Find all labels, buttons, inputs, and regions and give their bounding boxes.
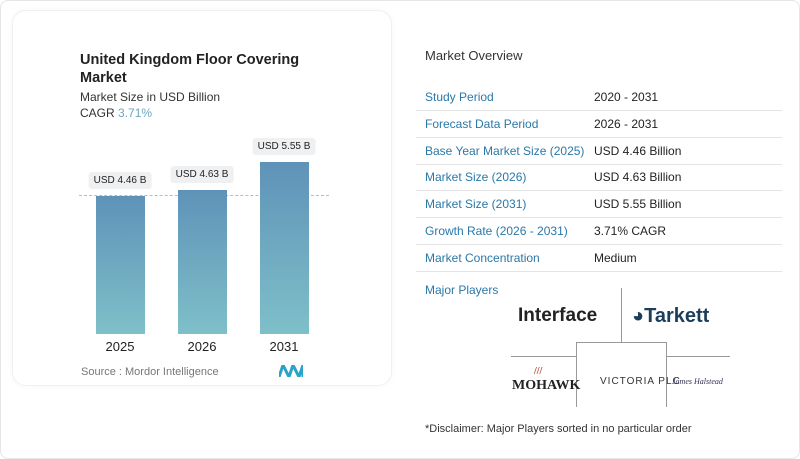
bar-2025 [96, 195, 145, 334]
row-value: 3.71% CAGR [594, 224, 667, 238]
source: Source : Mordor Intelligence [81, 366, 219, 378]
overview-row: Market Size (2031) USD 5.55 Billion [416, 191, 782, 219]
row-label: Market Size (2031) [425, 197, 527, 212]
data-label: USD 5.55 B [252, 137, 316, 155]
mordor-logo-icon [279, 365, 303, 377]
overview-row: Market Concentration Medium [416, 245, 782, 272]
overview-title: Market Overview [425, 48, 523, 63]
logo-james-halstead: James Halstead [672, 377, 723, 386]
overview-row: Study Period 2020 - 2031 [416, 84, 782, 111]
logo-interface: Interface [518, 305, 598, 326]
data-label: USD 4.46 B [88, 171, 152, 189]
chart-subtitle: Market Size in USD Billion [80, 90, 221, 104]
chart-title: United Kingdom Floor Covering Market [80, 52, 300, 86]
tarkett-swirl-icon: ◕ [632, 305, 645, 327]
overview-row: Base Year Market Size (2025) USD 4.46 Bil… [416, 138, 782, 165]
row-value: USD 4.63 Billion [594, 170, 682, 185]
divider [666, 356, 730, 357]
row-label: Market Concentration [425, 250, 540, 265]
x-tick-label: 2026 [187, 339, 217, 354]
overview-row: Market Size (2026) USD 4.63 Billion [416, 164, 782, 192]
major-players-title: Major Players [425, 283, 499, 297]
logo-mohawk: ///MOHAWK [512, 366, 581, 394]
row-value: 2020 - 2031 [594, 90, 659, 104]
row-label: Growth Rate (2026 - 2031) [425, 224, 568, 238]
tarkett-text: Tarkett [644, 305, 710, 327]
logo-victoria: VICTORIA PLC [600, 376, 681, 387]
cagr: CAGR 3.71% [80, 106, 152, 120]
row-label: Base Year Market Size (2025) [425, 143, 585, 158]
chart-card [12, 10, 392, 386]
mohawk-mark-icon: /// [534, 366, 543, 377]
bar-2031 [260, 161, 309, 334]
logo-box [576, 342, 667, 407]
divider [621, 288, 622, 343]
logo-tarkett: ◕Tarkett [632, 305, 709, 328]
row-label: Study Period [425, 90, 494, 104]
row-value: USD 4.46 Billion [594, 143, 682, 158]
data-label: USD 4.63 B [170, 166, 234, 184]
cagr-label: CAGR [80, 106, 115, 120]
disclaimer: *Disclaimer: Major Players sorted in no … [425, 423, 692, 435]
cagr-value: 3.71% [118, 106, 153, 120]
divider [511, 356, 576, 357]
row-label: Forecast Data Period [425, 116, 539, 131]
bar-2026 [178, 190, 227, 334]
x-tick-label: 2025 [105, 339, 135, 354]
row-value: USD 5.55 Billion [594, 197, 682, 212]
mohawk-text: MOHAWK [512, 378, 581, 393]
row-label: Market Size (2026) [425, 170, 527, 185]
x-tick-label: 2031 [269, 339, 299, 354]
overview-row: Forecast Data Period 2026 - 2031 [416, 111, 782, 138]
overview-row: Growth Rate (2026 - 2031) 3.71% CAGR [416, 218, 782, 245]
row-value: 2026 - 2031 [594, 116, 659, 131]
row-value: Medium [594, 250, 637, 265]
